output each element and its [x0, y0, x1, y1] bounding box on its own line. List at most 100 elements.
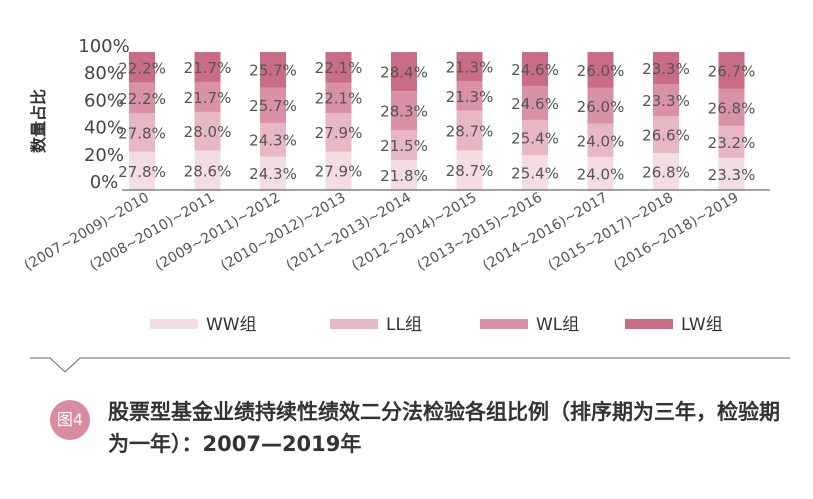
bar-segment	[587, 123, 614, 157]
x-tick-label: (2016~2018)~2019	[611, 190, 741, 274]
data-label: 25.7%	[249, 62, 297, 80]
data-label: 26.8%	[642, 164, 690, 182]
bar-segment	[391, 91, 417, 131]
data-label: 28.3%	[380, 103, 428, 121]
bar-segment	[718, 157, 745, 190]
bar-segment	[260, 122, 286, 157]
data-label: 26.0%	[577, 62, 625, 80]
data-label: 27.8%	[118, 124, 166, 142]
bar-segment	[522, 119, 548, 155]
bar-segment	[325, 52, 352, 83]
bar-segment	[260, 52, 286, 88]
data-label: 27.9%	[315, 163, 363, 181]
y-tick-label: 20%	[84, 145, 124, 166]
bar-segment	[194, 150, 221, 190]
caption-divider	[30, 357, 790, 373]
figure-caption: 图4 股票型基金业绩持续性绩效二分法检验各组比例（排序期为三年，检验期为一年）：…	[40, 380, 800, 490]
data-label: 25.4%	[511, 129, 559, 147]
bar-segment	[260, 87, 286, 123]
data-label: 24.3%	[249, 132, 297, 150]
data-label: 21.5%	[380, 137, 428, 155]
bar-segment	[129, 113, 155, 152]
data-label: 21.3%	[446, 59, 494, 77]
bar-segment	[129, 82, 155, 114]
data-label: 24.6%	[511, 61, 559, 79]
data-label: 28.0%	[184, 123, 232, 141]
bar-segment	[587, 52, 614, 88]
bar-segment	[456, 150, 483, 190]
bar-segment	[194, 81, 221, 112]
bar-segment	[653, 84, 679, 117]
bar-segment	[653, 116, 679, 154]
bar-segment	[129, 151, 155, 190]
data-label: 28.4%	[380, 64, 428, 82]
legend-swatch	[480, 319, 528, 329]
stacked-bar-chart: 100% 80% 60% 40% 20% 0% 数量占比 27.8% 27.8% 22.2% 22.…	[22, 36, 790, 373]
data-label: 24.3%	[249, 165, 297, 183]
data-label: 28.7%	[446, 123, 494, 141]
data-label: 26.6%	[642, 127, 690, 145]
y-tick-label: 80%	[84, 63, 124, 84]
figure-number-badge: 图4	[50, 400, 90, 440]
legend-swatch	[150, 319, 198, 329]
bar-segment	[522, 52, 548, 86]
y-tick-label: 100%	[78, 36, 129, 57]
data-label: 23.3%	[642, 60, 690, 78]
bar-segment	[194, 52, 221, 82]
bar-segment	[194, 111, 221, 151]
y-tick-label: 0%	[90, 172, 119, 193]
bar-segment	[391, 52, 417, 92]
data-label: 22.2%	[118, 59, 166, 77]
data-label: 21.7%	[184, 89, 232, 107]
y-tick-label: 40%	[84, 118, 124, 139]
bar-segment	[325, 112, 352, 152]
data-label: 28.6%	[184, 162, 232, 180]
data-label: 24.6%	[511, 95, 559, 113]
bar-segment	[456, 110, 483, 151]
bar-segment	[522, 85, 548, 120]
bar-segment	[718, 125, 745, 158]
legend-label: LW组	[681, 315, 723, 335]
bar-segment	[587, 87, 614, 124]
bar-segment	[718, 88, 745, 126]
data-label: 27.8%	[118, 163, 166, 181]
data-label: 23.3%	[642, 92, 690, 110]
bar-segment	[718, 52, 745, 89]
data-label: 26.7%	[708, 62, 756, 80]
bar-segment	[391, 130, 417, 160]
data-label: 23.2%	[708, 134, 756, 152]
data-label: 26.8%	[708, 99, 756, 117]
data-label: 22.2%	[118, 90, 166, 108]
y-tick-label: 60%	[84, 90, 124, 111]
bar-segment	[325, 151, 352, 190]
bar-segment	[653, 153, 679, 190]
data-label: 24.0%	[577, 132, 625, 150]
data-label: 22.1%	[315, 59, 363, 77]
data-label: 25.7%	[249, 97, 297, 115]
bar-segment	[325, 82, 352, 113]
bar-segment	[456, 52, 483, 82]
legend-swatch	[625, 319, 673, 329]
bar-segment	[260, 156, 286, 190]
data-label: 24.0%	[577, 165, 625, 183]
legend-label: WL组	[536, 315, 579, 335]
legend-label: WW组	[206, 315, 257, 335]
bar-segment	[522, 154, 548, 190]
data-label: 25.4%	[511, 164, 559, 182]
legend-label: LL组	[386, 315, 422, 335]
data-label: 21.7%	[184, 59, 232, 77]
data-label: 22.1%	[315, 90, 363, 108]
bar-segment	[129, 52, 155, 83]
bar-segment	[587, 156, 614, 190]
data-label: 21.3%	[446, 88, 494, 106]
bar-segment	[653, 52, 679, 85]
figure-caption-text: 股票型基金业绩持续性绩效二分法检验各组比例（排序期为三年，检验期为一年）：200…	[108, 400, 780, 456]
data-label: 28.7%	[446, 162, 494, 180]
bar-segment	[456, 81, 483, 111]
bar-segment	[391, 159, 417, 190]
legend-swatch	[330, 319, 378, 329]
data-label: 21.8%	[380, 167, 428, 185]
data-label: 27.9%	[315, 124, 363, 142]
data-label: 26.0%	[577, 98, 625, 116]
data-label: 23.3%	[708, 166, 756, 184]
